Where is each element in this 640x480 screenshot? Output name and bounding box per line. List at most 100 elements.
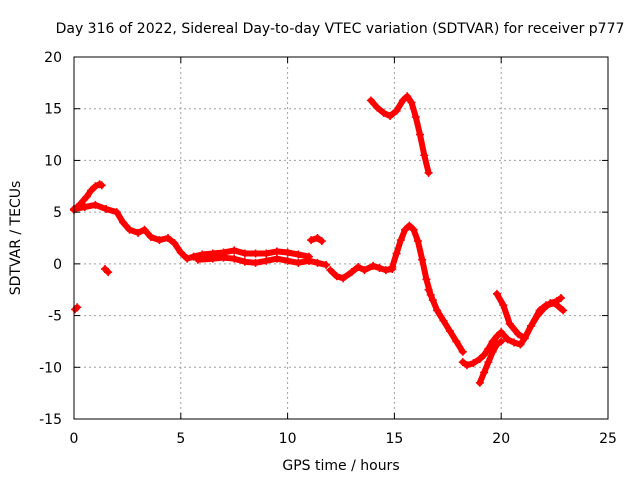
series-s8: [326, 261, 397, 283]
data-point: [424, 285, 433, 294]
series-line: [71, 201, 312, 262]
data-point: [503, 335, 512, 344]
data-point: [134, 228, 143, 237]
data-point: [332, 272, 341, 281]
x-tick-label: 25: [599, 431, 617, 447]
data-point: [396, 236, 405, 245]
data-point: [386, 111, 395, 120]
x-tick-label: 15: [385, 431, 403, 447]
plot-frame: [73, 56, 609, 420]
data-point: [550, 299, 559, 308]
data-point: [219, 253, 228, 262]
data-point: [463, 361, 472, 370]
data-point: [104, 268, 113, 277]
data-point: [313, 258, 322, 267]
data-point: [163, 234, 172, 242]
data-point: [240, 257, 249, 266]
data-point: [411, 112, 420, 121]
data-point: [262, 256, 271, 265]
y-axis-label: SDTVAR / TECUs: [8, 181, 24, 296]
data-point: [424, 168, 433, 177]
data-point: [407, 98, 416, 107]
data-point: [326, 266, 335, 275]
x-tick-label: 5: [176, 431, 185, 447]
series-line: [327, 262, 396, 282]
data-point: [405, 221, 414, 230]
data-point: [381, 266, 390, 275]
data-point: [452, 337, 461, 346]
data-point: [322, 260, 331, 269]
data-point: [418, 255, 427, 264]
x-axis-label: GPS time / hours: [282, 458, 399, 474]
data-point: [542, 301, 551, 310]
data-point: [339, 274, 348, 283]
data-point: [392, 249, 401, 258]
data-point: [520, 334, 529, 343]
series-group: [70, 92, 568, 387]
data-point: [492, 332, 501, 341]
series-s10: [424, 285, 467, 356]
data-point: [240, 249, 249, 258]
data-point: [373, 103, 382, 112]
data-point: [516, 340, 525, 349]
data-point: [193, 255, 202, 264]
data-point: [230, 254, 239, 263]
data-point: [251, 249, 260, 258]
y-tick-label: 10: [44, 153, 62, 169]
series-s12: [475, 337, 506, 387]
data-point: [91, 182, 100, 191]
data-point: [559, 306, 568, 315]
series-s2: [100, 265, 113, 277]
series-s7: [307, 234, 326, 246]
data-point: [497, 337, 506, 346]
data-point: [294, 258, 303, 267]
data-point: [514, 330, 523, 339]
data-point: [140, 225, 149, 234]
series-s14: [366, 92, 433, 177]
data-point: [313, 234, 322, 242]
x-tick-label: 0: [70, 431, 79, 447]
data-point: [557, 293, 566, 302]
data-point: [146, 232, 155, 241]
data-point: [488, 347, 497, 356]
data-point: [492, 340, 501, 349]
x-tick-label: 20: [492, 431, 510, 447]
data-point: [251, 258, 260, 267]
y-tick-label: 0: [53, 257, 62, 273]
data-point: [433, 306, 442, 315]
data-point: [535, 306, 544, 315]
data-point: [272, 247, 281, 256]
y-tick-label: -10: [39, 360, 62, 376]
data-point: [230, 246, 239, 255]
data-point: [445, 327, 454, 336]
x-tick-label: 10: [279, 431, 297, 447]
series-line: [389, 222, 434, 298]
data-point: [439, 316, 448, 325]
tick-labels: 0 5 10 15 20 25 -15 -10 -5 0 5 10 15 20: [39, 50, 617, 447]
data-point: [272, 254, 281, 263]
y-tick-label: 15: [44, 102, 62, 118]
data-point: [409, 225, 418, 234]
data-point: [294, 250, 303, 259]
data-point: [369, 261, 378, 270]
data-point: [497, 328, 506, 337]
series-line: [493, 290, 567, 342]
data-point: [420, 151, 429, 160]
data-point: [170, 239, 179, 248]
data-point: [82, 192, 91, 201]
data-point: [398, 96, 407, 105]
data-point: [499, 301, 508, 310]
series-s9: [388, 221, 435, 299]
series-s13: [492, 289, 568, 343]
data-point: [392, 106, 401, 115]
data-point: [283, 256, 292, 265]
y-tick-label: -15: [39, 412, 62, 428]
y-tick-label: 20: [44, 50, 62, 66]
series-s6: [304, 256, 331, 269]
data-point: [458, 358, 467, 367]
data-point: [102, 205, 111, 214]
grid: [74, 57, 608, 419]
data-point: [416, 130, 425, 139]
y-tick-label: 5: [53, 205, 62, 221]
data-point: [366, 96, 375, 105]
